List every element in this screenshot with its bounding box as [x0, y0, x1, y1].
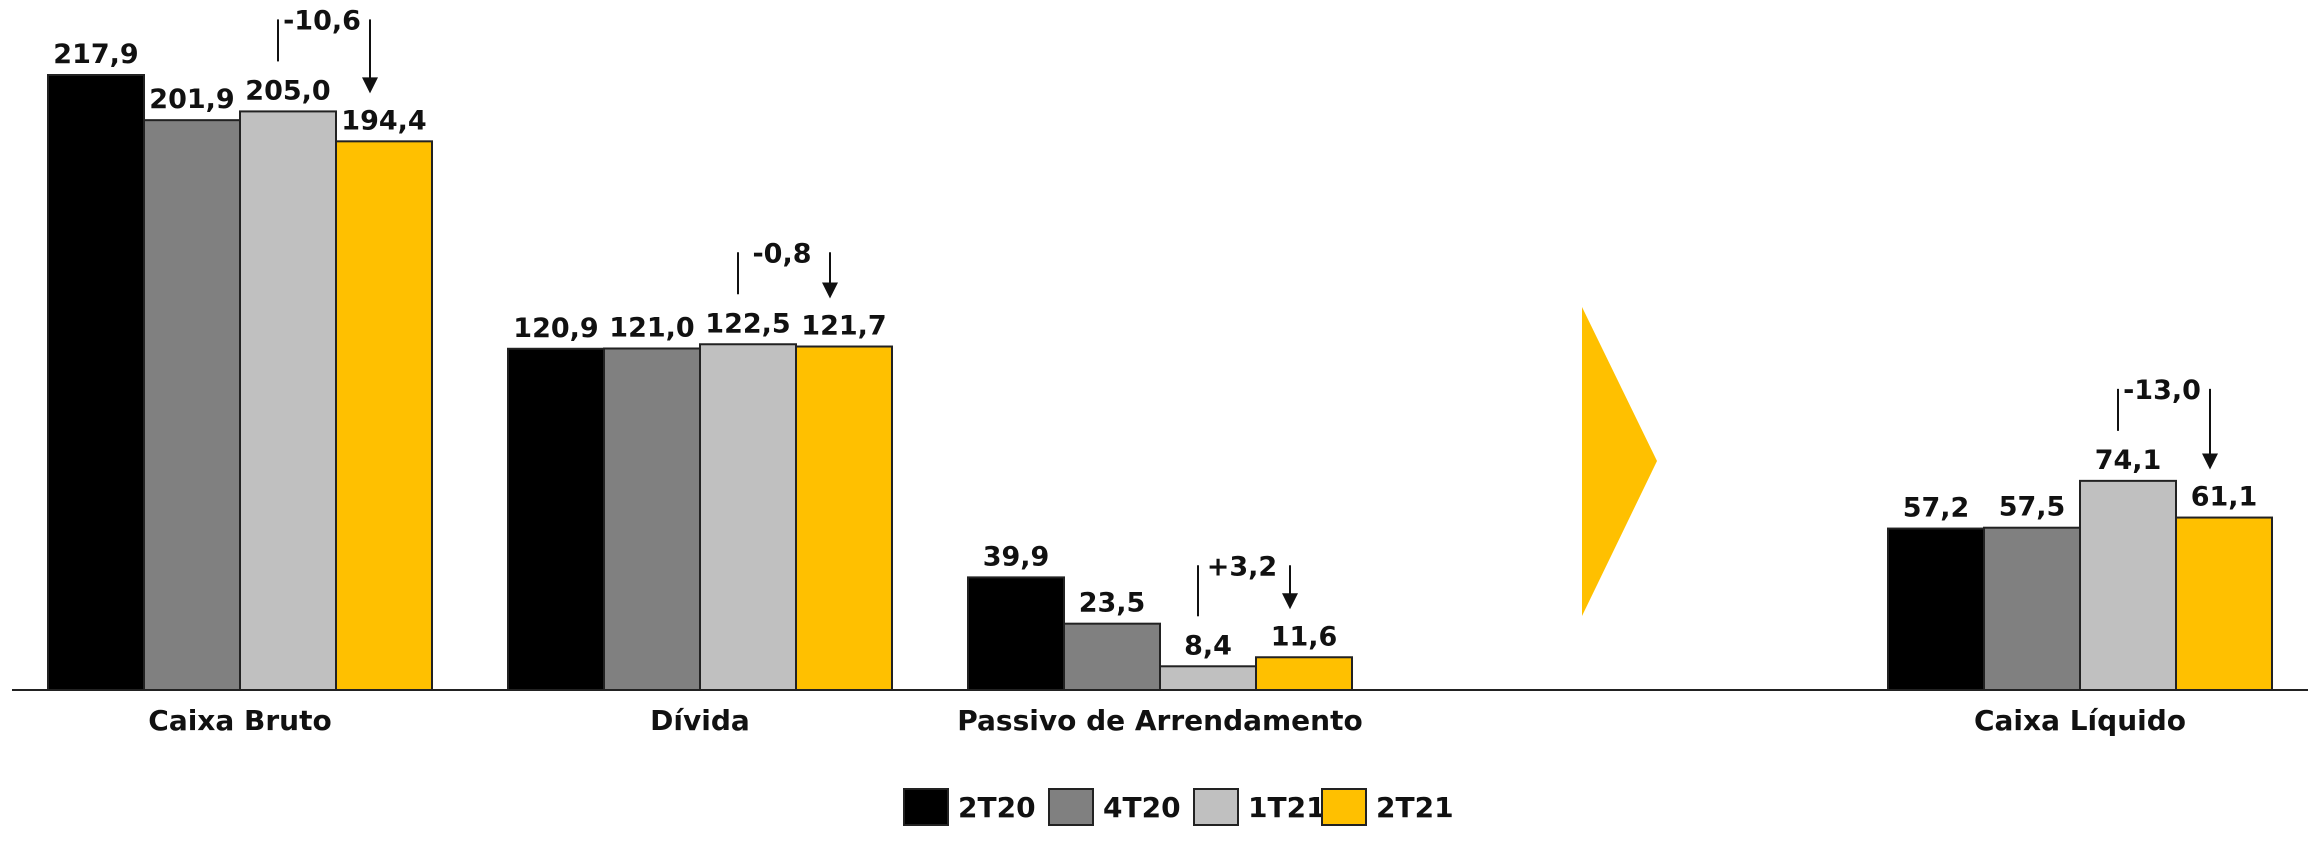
- value-label-passivo-de-arrendamento-4t20: 23,5: [1079, 588, 1146, 619]
- bar-divida-2t20: [508, 349, 604, 690]
- bar-caixa-liquido-2t20: [1888, 529, 1984, 690]
- value-label-caixa-bruto-4t20: 201,9: [149, 84, 234, 115]
- variation-annotation-divida: -0,8: [738, 238, 838, 298]
- variation-label-caixa-liquido: -13,0: [2123, 375, 2201, 406]
- arrow-down-icon: [822, 283, 838, 299]
- bar-caixa-bruto-1t21: [240, 111, 336, 690]
- arrow-down-icon: [362, 77, 378, 93]
- legend-swatch-2t20: [904, 789, 948, 825]
- value-label-caixa-liquido-2t21: 61,1: [2191, 482, 2258, 513]
- variation-label-divida: -0,8: [752, 238, 811, 269]
- arrow-down-icon: [2202, 454, 2218, 470]
- legend-label-2t20: 2T20: [958, 791, 1036, 824]
- bar-caixa-bruto-4t20: [144, 120, 240, 690]
- bar-divida-1t21: [700, 344, 796, 690]
- legend: 2T20 4T20 1T21 2T21: [904, 789, 1454, 825]
- legend-item-2t21: 2T21: [1322, 789, 1454, 825]
- bar-divida-2t21: [796, 347, 892, 690]
- value-label-passivo-de-arrendamento-2t21: 11,6: [1271, 621, 1338, 652]
- bar-caixa-liquido-1t21: [2080, 481, 2176, 690]
- bar-caixa-liquido-4t20: [1984, 528, 2080, 690]
- value-label-passivo-de-arrendamento-2t20: 39,9: [983, 541, 1050, 572]
- bar-passivo-de-arrendamento-1t21: [1160, 666, 1256, 690]
- bar-divida-4t20: [604, 348, 700, 690]
- bar-caixa-liquido-2t21: [2176, 518, 2272, 690]
- variation-label-passivo-de-arrendamento: +3,2: [1207, 551, 1277, 582]
- variation-annotation-passivo-de-arrendamento: +3,2: [1198, 551, 1298, 616]
- value-label-divida-1t21: 122,5: [705, 308, 790, 339]
- category-label-divida: Dívida: [650, 704, 750, 737]
- bars-layer: [48, 75, 2272, 690]
- legend-swatch-4t20: [1049, 789, 1093, 825]
- category-label-caixa-bruto: Caixa Bruto: [148, 704, 331, 737]
- value-label-caixa-liquido-1t21: 74,1: [2095, 445, 2162, 476]
- value-label-divida-2t21: 121,7: [801, 311, 886, 342]
- value-label-caixa-bruto-2t21: 194,4: [341, 105, 426, 136]
- category-labels-layer: Caixa Bruto Dívida Passivo de Arrendamento…: [148, 704, 2186, 737]
- value-label-divida-2t20: 120,9: [513, 313, 598, 344]
- category-label-caixa-liquido: Caixa Líquido: [1974, 704, 2186, 737]
- legend-swatch-1t21: [1194, 789, 1238, 825]
- yellow-chevron-arrow-icon: [1582, 307, 1657, 616]
- bar-passivo-de-arrendamento-4t20: [1064, 624, 1160, 690]
- value-label-passivo-de-arrendamento-1t21: 8,4: [1184, 630, 1232, 661]
- bar-passivo-de-arrendamento-2t20: [968, 577, 1064, 690]
- value-label-caixa-liquido-4t20: 57,5: [1999, 492, 2066, 523]
- category-label-passivo-de-arrendamento: Passivo de Arrendamento: [957, 704, 1362, 737]
- arrow-down-icon: [1282, 593, 1298, 609]
- legend-item-2t20: 2T20: [904, 789, 1036, 825]
- value-label-caixa-bruto-1t21: 205,0: [245, 75, 330, 106]
- value-label-caixa-bruto-2t20: 217,9: [53, 39, 138, 70]
- legend-item-1t21: 1T21: [1194, 789, 1326, 825]
- legend-label-2t21: 2T21: [1376, 791, 1454, 824]
- legend-label-1t21: 1T21: [1248, 791, 1326, 824]
- value-label-divida-4t20: 121,0: [609, 312, 694, 343]
- bar-caixa-bruto-2t21: [336, 141, 432, 690]
- variation-label-caixa-bruto: -10,6: [283, 5, 361, 36]
- bar-passivo-de-arrendamento-2t21: [1256, 657, 1352, 690]
- legend-swatch-2t21: [1322, 789, 1366, 825]
- bar-caixa-bruto-2t20: [48, 75, 144, 690]
- value-label-caixa-liquido-2t20: 57,2: [1903, 493, 1970, 524]
- legend-label-4t20: 4T20: [1103, 791, 1181, 824]
- legend-item-4t20: 4T20: [1049, 789, 1181, 825]
